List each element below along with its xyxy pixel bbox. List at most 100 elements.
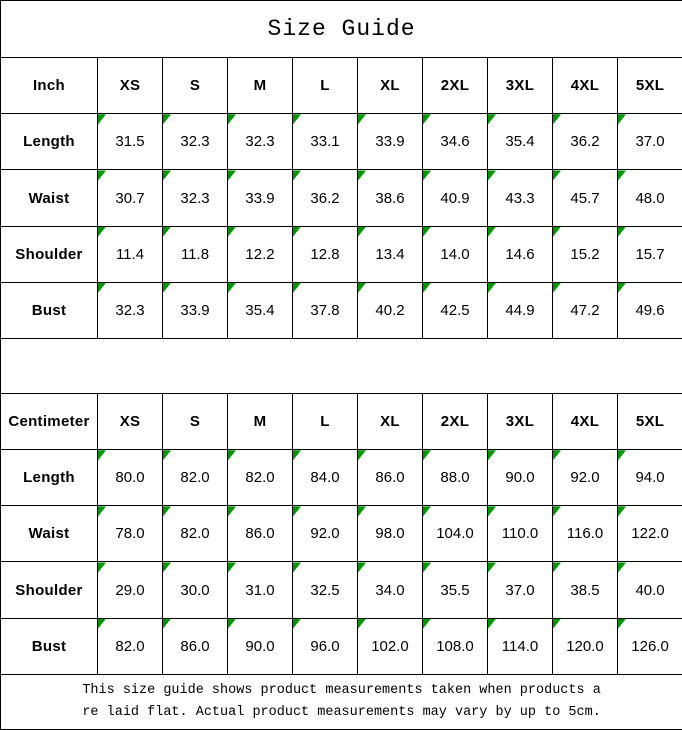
measurement-value: 102.0 xyxy=(371,637,409,655)
size-col-header: L xyxy=(292,393,358,451)
measurement-value-cell: 122.0 xyxy=(616,505,682,563)
measurement-value: 29.0 xyxy=(115,581,145,599)
cell-corner-triangle-icon xyxy=(553,619,561,629)
measurement-value-cell: 92.0 xyxy=(292,505,358,563)
size-col-header: S xyxy=(162,57,228,115)
cell-corner-triangle-icon xyxy=(488,506,496,517)
cell-corner-triangle-icon xyxy=(293,227,301,237)
measurement-value-cell: 94.0 xyxy=(616,449,682,507)
measurement-value: 33.1 xyxy=(310,133,340,151)
cell-corner-triangle-icon xyxy=(553,562,561,573)
cell-corner-triangle-icon xyxy=(358,283,366,293)
measurement-value: 33.9 xyxy=(245,189,275,207)
cell-corner-triangle-icon xyxy=(228,619,236,629)
cell-corner-triangle-icon xyxy=(358,114,366,125)
measurement-value-cell: 40.2 xyxy=(357,281,423,339)
inch-table: Inch XS S M L XL 2XL 3XL 4XL 5XL Length 31.5 32.3 32.… xyxy=(0,57,682,339)
measurement-value-cell: 11.8 xyxy=(162,225,228,283)
measurement-value-cell: 32.5 xyxy=(292,561,358,619)
cell-corner-triangle-icon xyxy=(553,506,561,517)
measurement-value: 36.2 xyxy=(570,133,600,151)
measurement-value-cell: 38.6 xyxy=(357,169,423,227)
measurement-value-cell: 43.3 xyxy=(487,169,553,227)
measurement-value-cell: 36.2 xyxy=(552,113,618,171)
measurement-value-cell: 37.8 xyxy=(292,281,358,339)
measurement-value: 32.5 xyxy=(310,581,340,599)
measurement-value: 14.0 xyxy=(440,245,470,263)
measurement-value-cell: 33.1 xyxy=(292,113,358,171)
measurement-value-cell: 80.0 xyxy=(97,449,163,507)
measurement-row: Bust 82.0 86.0 90.0 96.0 102.0 108.0 114.0 120.0… xyxy=(0,617,682,675)
measurement-row: Bust 32.3 33.9 35.4 37.8 40.2 42.5 44.9 47.2 49.6 xyxy=(0,281,682,339)
measurement-value-cell: 37.0 xyxy=(616,113,682,171)
measurement-value: 15.2 xyxy=(570,245,600,263)
measurement-value-cell: 104.0 xyxy=(422,505,488,563)
cell-corner-triangle-icon xyxy=(488,562,496,573)
cell-corner-triangle-icon xyxy=(98,227,106,237)
cell-corner-triangle-icon xyxy=(228,506,236,517)
measurement-value-cell: 108.0 xyxy=(422,617,488,675)
measurement-value-cell: 49.6 xyxy=(616,281,682,339)
measurement-value-cell: 35.5 xyxy=(422,561,488,619)
footer-note: This size guide shows product measuremen… xyxy=(0,673,682,730)
cell-corner-triangle-icon xyxy=(423,506,431,517)
cell-corner-triangle-icon xyxy=(293,114,301,125)
measurement-value-cell: 116.0 xyxy=(552,505,618,563)
measurement-value: 35.5 xyxy=(440,581,470,599)
measurement-value: 11.8 xyxy=(180,245,210,263)
measurement-value-cell: 82.0 xyxy=(97,617,163,675)
cell-corner-triangle-icon xyxy=(488,450,496,461)
measurement-value-cell: 114.0 xyxy=(487,617,553,675)
measurement-value-cell: 14.0 xyxy=(422,225,488,283)
measurement-value-cell: 15.2 xyxy=(552,225,618,283)
cell-corner-triangle-icon xyxy=(618,170,626,181)
measurement-value: 120.0 xyxy=(566,637,604,655)
measurement-label: Bust xyxy=(0,281,98,339)
measurement-value-cell: 35.4 xyxy=(227,281,293,339)
cell-corner-triangle-icon xyxy=(618,227,626,237)
measurement-value: 31.5 xyxy=(115,133,145,151)
measurement-value: 48.0 xyxy=(635,189,665,207)
cell-corner-triangle-icon xyxy=(618,114,626,125)
cell-corner-triangle-icon xyxy=(553,170,561,181)
measurement-value-cell: 11.4 xyxy=(97,225,163,283)
footer-note-text: This size guide shows product measuremen… xyxy=(82,680,600,724)
cell-corner-triangle-icon xyxy=(163,227,171,237)
measurement-value: 43.3 xyxy=(505,189,535,207)
measurement-value: 32.3 xyxy=(180,189,210,207)
cell-corner-triangle-icon xyxy=(358,506,366,517)
measurement-value: 126.0 xyxy=(631,637,669,655)
measurement-value: 80.0 xyxy=(115,469,145,487)
size-col-header: 2XL xyxy=(422,57,488,115)
measurement-value-cell: 82.0 xyxy=(227,449,293,507)
cell-corner-triangle-icon xyxy=(358,619,366,629)
measurement-row: Length 80.0 82.0 82.0 84.0 86.0 88.0 90.0 92.0 94… xyxy=(0,449,682,507)
measurement-value: 94.0 xyxy=(635,469,665,487)
measurement-value: 82.0 xyxy=(115,637,145,655)
measurement-value-cell: 36.2 xyxy=(292,169,358,227)
cell-corner-triangle-icon xyxy=(618,562,626,573)
measurement-value: 33.9 xyxy=(375,133,405,151)
measurement-value: 92.0 xyxy=(570,469,600,487)
footer-line-2: re laid flat. Actual product measurement… xyxy=(82,704,601,720)
measurement-label: Bust xyxy=(0,617,98,675)
cell-corner-triangle-icon xyxy=(163,562,171,573)
unit-header: Inch xyxy=(0,57,98,115)
measurement-value: 84.0 xyxy=(310,469,340,487)
size-col-header: 3XL xyxy=(487,57,553,115)
measurement-value-cell: 90.0 xyxy=(227,617,293,675)
cell-corner-triangle-icon xyxy=(488,619,496,629)
cell-corner-triangle-icon xyxy=(163,114,171,125)
measurement-value-cell: 33.9 xyxy=(357,113,423,171)
measurement-value: 92.0 xyxy=(310,525,340,543)
measurement-value-cell: 31.0 xyxy=(227,561,293,619)
measurement-value: 114.0 xyxy=(501,637,539,655)
cell-corner-triangle-icon xyxy=(228,170,236,181)
measurement-value-cell: 78.0 xyxy=(97,505,163,563)
cell-corner-triangle-icon xyxy=(98,450,106,461)
measurement-row: Length 31.5 32.3 32.3 33.1 33.9 34.6 35.4 36.2 37… xyxy=(0,113,682,171)
measurement-value-cell: 45.7 xyxy=(552,169,618,227)
cell-corner-triangle-icon xyxy=(423,562,431,573)
cell-corner-triangle-icon xyxy=(553,114,561,125)
cell-corner-triangle-icon xyxy=(163,506,171,517)
